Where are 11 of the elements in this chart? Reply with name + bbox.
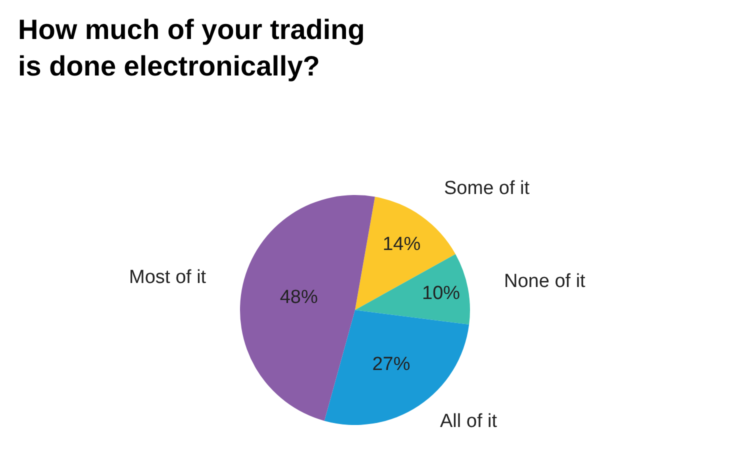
data-label: 10% <box>422 282 460 304</box>
chart-title: How much of your trading is done electronically? <box>18 14 365 82</box>
data-label: 27% <box>372 354 410 376</box>
slice-label: Some of it <box>444 178 530 199</box>
slice-label: All of it <box>440 411 498 432</box>
pie-slice <box>355 254 470 325</box>
data-label: 14% <box>382 234 421 255</box>
slice-label: None of it <box>504 271 586 292</box>
data-label: 48% <box>280 286 318 308</box>
slice-label: Most of it <box>129 267 207 288</box>
pie-slice <box>240 195 375 421</box>
